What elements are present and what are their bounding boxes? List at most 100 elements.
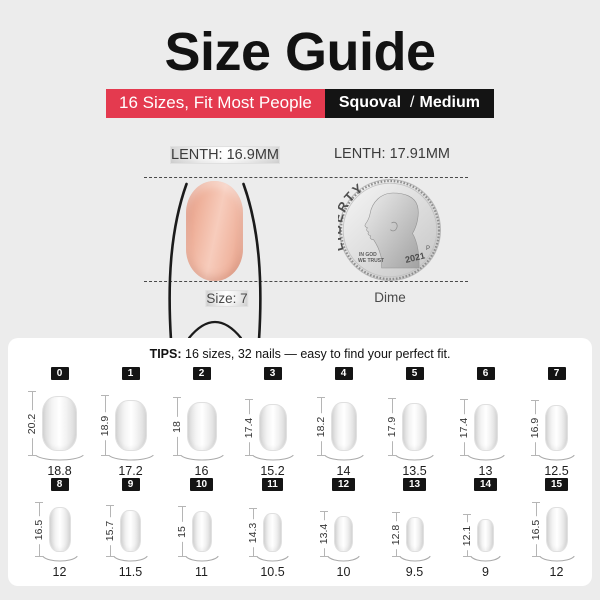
length-value: 17.4	[242, 413, 255, 442]
length-value: 20.2	[26, 409, 38, 438]
size-badge: 0	[50, 367, 69, 380]
coin-motto-line2: WE TRUST	[358, 258, 384, 264]
size-cell: 3 17.4 15.2	[236, 367, 294, 478]
width-arc	[179, 454, 224, 461]
page-title: Size Guide	[164, 22, 436, 82]
width-arc	[113, 555, 148, 562]
dime-coin-illustration: LIBERTY IN GOD WE TRUST 2021 P	[338, 179, 441, 281]
size-cell: 10 15 11	[169, 478, 219, 579]
coin-reeded-rim	[339, 179, 441, 281]
top-dashed-line	[144, 177, 468, 178]
length-value: 17.4	[457, 413, 470, 442]
nail-caption: Size: 7	[205, 290, 249, 307]
banner-fit-text: Medium	[419, 94, 480, 112]
size-badge: 2	[192, 367, 211, 380]
length-value: 17.9	[386, 412, 398, 442]
width-arc	[107, 454, 154, 461]
length-value: 18.2	[314, 412, 327, 441]
nail-shape	[477, 519, 494, 552]
length-measure-line: 17.9	[386, 398, 398, 456]
size-badge: 14	[474, 478, 497, 491]
size-cell: 9 15.7 11.5	[97, 478, 148, 579]
size-cell: 13 12.8 9.5	[383, 478, 431, 579]
width-value: 12.5	[544, 464, 569, 478]
banner-divider: /	[410, 94, 415, 112]
size-badge: 12	[332, 478, 355, 491]
nail-shape	[402, 403, 427, 451]
nail-shape	[258, 404, 287, 451]
length-measure-line: 12.8	[389, 512, 402, 557]
width-value: 11.5	[118, 565, 143, 579]
size-cell: 1 18.9 17.2	[92, 367, 154, 478]
size-badge: 15	[545, 478, 568, 491]
width-arc	[184, 555, 219, 562]
width-value: 14	[336, 464, 351, 478]
nail-shape	[48, 507, 71, 552]
length-measure-line: 18.9	[98, 395, 111, 456]
nail-shape	[191, 511, 212, 552]
nail-shape	[330, 402, 357, 451]
banner-left-text: 16 Sizes, Fit Most People	[119, 93, 312, 113]
length-measure-line: 13.4	[318, 511, 330, 557]
banner: 16 Sizes, Fit Most People Squoval / Medi…	[0, 88, 600, 118]
size-badge: 3	[263, 367, 282, 380]
width-arc	[256, 555, 289, 562]
size-cell: 15 16.5 12	[523, 478, 575, 579]
length-measure-line: 16.5	[529, 502, 542, 557]
width-value: 9	[482, 565, 489, 579]
size-cell: 11 14.3 10.5	[240, 478, 289, 579]
size-cell: 6 17.4 13	[451, 367, 505, 478]
length-value: 13.4	[318, 519, 330, 549]
banner-right: Squoval / Medium	[324, 88, 494, 118]
length-value: 18	[170, 416, 183, 437]
width-arc	[398, 555, 431, 562]
width-value: 9.5	[405, 565, 424, 579]
coin-ear-detail	[390, 221, 398, 232]
length-measure-line: 17.4	[457, 399, 470, 456]
length-value: 16.9	[529, 413, 541, 443]
width-arc	[538, 555, 575, 562]
nail-shape	[263, 513, 282, 552]
width-value: 12	[52, 565, 67, 579]
length-measure-line: 12.1	[461, 514, 473, 557]
size-badge: 13	[403, 478, 426, 491]
size-badge: 1	[121, 367, 140, 380]
width-arc	[466, 454, 505, 461]
nail-shape	[405, 517, 424, 552]
length-measure-line: 17.4	[242, 399, 255, 456]
nail-shape	[473, 404, 498, 451]
width-arc	[395, 454, 434, 461]
length-measure-line: 15.7	[104, 505, 116, 557]
size-chart-panel: TIPS: 16 sizes, 32 nails — easy to find …	[8, 338, 592, 586]
width-arc	[35, 454, 84, 461]
banner-shape-text: Squoval	[338, 94, 402, 112]
size-badge: 10	[190, 478, 213, 491]
size-badge: 11	[261, 478, 284, 491]
size-cell: 12 13.4 10	[311, 478, 360, 579]
width-value: 13.5	[402, 464, 427, 478]
coin-inner-rim	[342, 182, 438, 278]
width-arc	[327, 555, 360, 562]
bottom-dashed-line	[144, 281, 468, 282]
nail-length-label: LENTH: 16.9MM	[170, 146, 280, 164]
size-cell: 0 20.2 18.8	[19, 367, 84, 478]
length-measure-line: 20.2	[26, 391, 38, 456]
size-cell: 4 18.2 14	[308, 367, 364, 478]
length-value: 14.3	[247, 518, 259, 547]
size-badge: 9	[121, 478, 140, 491]
finger-outline-illustration	[168, 182, 262, 340]
coin-caption: Dime	[374, 290, 406, 305]
width-arc	[251, 454, 294, 461]
width-arc	[41, 555, 78, 562]
width-value: 18.8	[47, 464, 72, 478]
size-cell: 7 16.9 12.5	[522, 367, 575, 478]
length-measure-line: 14.3	[247, 508, 259, 557]
width-arc	[470, 555, 501, 562]
nail-shape	[545, 405, 568, 451]
size-badge: 8	[50, 478, 69, 491]
length-measure-line: 18.2	[314, 397, 327, 456]
nail-shape	[545, 507, 568, 552]
length-measure-line: 16.9	[529, 400, 541, 456]
size-cell: 5 17.9 13.5	[379, 367, 434, 478]
coin-mint-mark: P	[426, 246, 430, 252]
